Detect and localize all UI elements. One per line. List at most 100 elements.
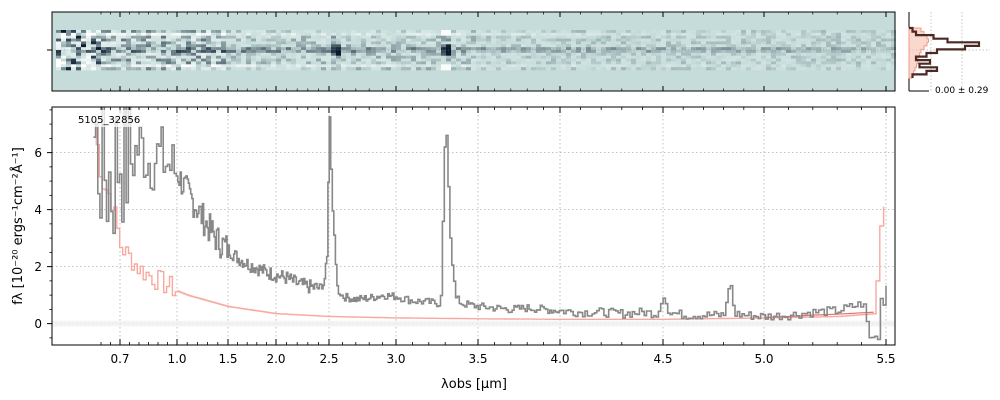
spectrum-2d-pixel (536, 35, 541, 39)
spectrum-1d-plot (52, 107, 895, 341)
spectrum-2d-pixel (196, 44, 201, 48)
spectrum-2d-pixel (466, 41, 471, 45)
spectrum-2d-pixel (841, 47, 846, 51)
spectrum-2d-pixel (271, 38, 276, 42)
spectrum-2d-pixel (696, 55, 701, 59)
spectrum-2d-pixel (261, 47, 266, 51)
spectrum-2d-pixel (791, 35, 796, 39)
spectrum-2d-pixel (556, 58, 561, 62)
spectrum-2d-pixel (116, 55, 121, 59)
spectrum-2d-pixel (81, 35, 86, 39)
spectrum-2d-pixel (376, 52, 381, 57)
spectrum-2d-pixel (486, 55, 491, 59)
spectrum-2d-pixel (281, 52, 286, 57)
spectrum-2d-pixel (126, 30, 131, 34)
spectrum-2d-pixel (231, 67, 236, 71)
spectrum-2d-pixel (221, 64, 226, 68)
spectrum-2d-pixel (731, 38, 736, 42)
spectrum-2d-pixel (591, 61, 596, 65)
spectrum-2d-pixel (56, 32, 61, 37)
spectrum-2d-pixel (826, 35, 831, 39)
spectrum-2d-pixel (671, 55, 676, 59)
spectrum-2d-pixel (71, 38, 76, 42)
spectrum-2d-pixel (211, 58, 216, 62)
spectrum-2d-pixel (301, 64, 306, 68)
spectrum-2d-pixel (486, 58, 491, 62)
spectrum-2d-pixel (526, 41, 531, 45)
spectrum-2d-pixel (321, 64, 326, 68)
spectrum-2d-pixel (541, 35, 546, 39)
spectrum-2d-pixel (221, 58, 226, 62)
spectrum-2d-pixel (846, 44, 851, 48)
spectrum-2d-pixel (476, 41, 481, 45)
error-series (93, 123, 885, 320)
spectrum-2d-pixel (86, 38, 91, 42)
spectrum-2d-pixel (886, 44, 891, 48)
spectrum-2d-pixel (676, 52, 681, 57)
spectrum-2d-pixel (556, 52, 561, 57)
spectrum-2d-pixel (471, 64, 476, 68)
spectrum-2d-pixel (806, 32, 811, 37)
spectrum-2d-pixel (541, 50, 546, 54)
spectrum-2d-pixel (241, 50, 246, 54)
spectrum-2d-pixel (746, 47, 751, 51)
spectrum-2d-pixel (871, 50, 876, 54)
spectrum-2d-pixel (621, 67, 626, 71)
spectrum-2d-pixel (516, 35, 521, 39)
spectrum-2d-pixel (86, 58, 91, 62)
spectrum-2d-pixel (806, 35, 811, 39)
spectrum-2d-pixel (796, 64, 801, 68)
spectrum-2d-pixel (761, 67, 766, 71)
spectrum-2d-pixel (591, 58, 596, 62)
spectrum-2d-pixel (696, 44, 701, 48)
spectrum-2d-pixel (646, 32, 651, 37)
spectrum-2d-pixel (561, 58, 566, 62)
spectrum-2d-pixel (126, 52, 131, 57)
spectrum-2d-pixel (581, 32, 586, 37)
spectrum-2d-pixel (191, 58, 196, 62)
spectrum-2d-pixel (106, 64, 111, 68)
spectrum-2d-pixel (891, 30, 896, 34)
spectrum-2d-pixel (246, 50, 251, 54)
spectrum-2d-pixel (106, 41, 111, 45)
spectrum-2d-pixel (411, 52, 416, 57)
spectrum-2d-pixel (341, 35, 346, 39)
spectrum-2d-pixel (206, 44, 211, 48)
spectrum-2d-pixel (266, 52, 271, 57)
spectrum-2d-pixel (296, 30, 301, 34)
spectrum-2d-pixel (881, 64, 886, 68)
spectrum-2d-pixel (481, 52, 486, 57)
spectrum-2d-pixel (501, 61, 506, 65)
spectrum-2d-pixel (576, 50, 581, 54)
spectrum-2d-pixel (311, 44, 316, 48)
spectrum-2d-pixel (226, 47, 231, 51)
spectrum-2d-pixel (96, 44, 101, 48)
spectrum-2d-pixel (101, 38, 106, 42)
spectrum-2d-pixel (716, 30, 721, 34)
spectrum-2d-pixel (866, 35, 871, 39)
spectrum-2d-pixel (326, 32, 331, 37)
spectrum-2d-pixel (576, 67, 581, 71)
spectrum-2d-pixel (641, 52, 646, 57)
spectrum-2d-pixel (776, 52, 781, 57)
spectrum-2d-pixel (481, 30, 486, 34)
spectrum-2d-pixel (496, 55, 501, 59)
spectrum-2d-pixel (631, 41, 636, 45)
spectrum-2d-pixel (881, 30, 886, 34)
spectrum-2d-pixel (616, 50, 621, 54)
spectrum-2d-pixel (646, 55, 651, 59)
spectrum-2d-pixel (661, 35, 666, 39)
spectrum-2d-pixel (571, 64, 576, 68)
spectrum-2d-pixel (76, 47, 81, 51)
spectrum-2d-pixel (266, 38, 271, 42)
spectrum-2d-pixel (871, 41, 876, 45)
spectrum-2d-pixel (491, 50, 496, 54)
spectrum-2d-pixel (571, 30, 576, 34)
spectrum-2d-pixel (516, 47, 521, 51)
spectrum-2d-pixel (491, 38, 496, 42)
spectrum-2d-pixel (371, 67, 376, 71)
spectrum-2d-pixel (556, 32, 561, 37)
spectrum-2d-pixel (646, 52, 651, 57)
spectrum-2d-pixel (326, 35, 331, 39)
spectrum-2d-pixel (421, 30, 426, 34)
